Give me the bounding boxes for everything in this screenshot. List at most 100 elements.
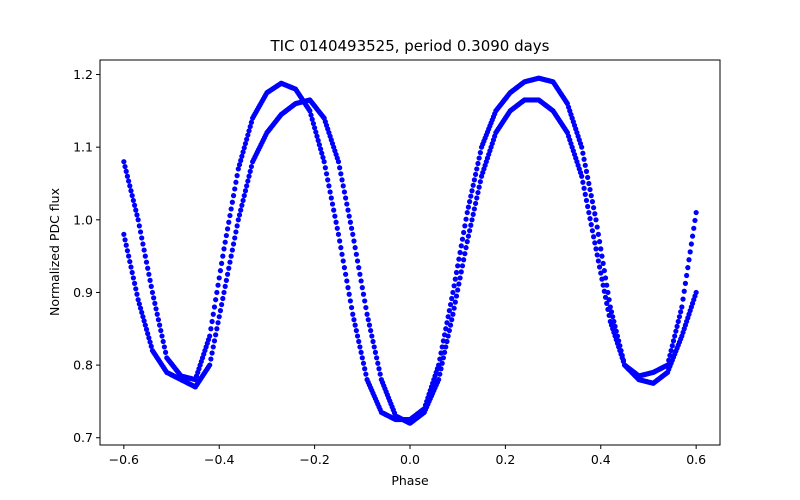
data-point-series-1 <box>314 133 320 139</box>
data-point-series-1 <box>678 309 684 315</box>
data-point-series-1 <box>248 119 255 125</box>
data-point-series-1 <box>233 179 239 185</box>
data-point-series-1 <box>145 265 151 271</box>
data-point-series-1 <box>589 199 596 205</box>
data-point-series-1 <box>362 366 368 372</box>
data-point-series-2 <box>240 197 246 204</box>
data-point-series-1 <box>673 328 679 334</box>
data-point-series-2 <box>477 179 483 185</box>
data-point-series-2 <box>222 283 228 289</box>
data-point-series-1 <box>354 333 361 339</box>
x-tick-label: −0.6 <box>109 452 139 467</box>
data-point-series-2 <box>438 366 444 372</box>
data-point-series-2 <box>601 288 607 294</box>
data-point-series-2 <box>360 291 367 297</box>
data-point-series-2 <box>338 171 344 177</box>
data-point-series-1 <box>477 150 483 156</box>
data-point-series-1 <box>592 211 598 217</box>
data-point-series-2 <box>210 344 216 350</box>
data-point-series-1 <box>221 246 227 252</box>
data-point-series-2 <box>591 234 597 240</box>
data-point-series-2 <box>372 349 379 355</box>
data-point-series-2 <box>594 252 600 258</box>
data-point-series-2 <box>596 264 603 270</box>
data-point-series-1 <box>346 291 352 297</box>
data-point-series-1 <box>475 160 481 167</box>
data-point-series-2 <box>137 305 144 311</box>
data-point-series-1 <box>131 202 138 208</box>
data-point-series-2 <box>228 253 234 259</box>
data-point-series-1 <box>317 146 324 152</box>
data-point-series-1 <box>123 168 129 174</box>
data-point-series-2 <box>446 327 452 334</box>
data-point-series-2 <box>337 165 343 171</box>
data-point-series-1 <box>244 136 250 142</box>
data-point-series-2 <box>135 297 141 303</box>
y-axis-label: Normalized PDC flux <box>47 188 62 316</box>
data-point-series-1 <box>470 182 476 188</box>
data-point-series-1 <box>457 249 463 256</box>
data-point-series-1 <box>217 268 224 274</box>
data-point-series-1 <box>681 288 687 294</box>
data-point-series-1 <box>210 311 216 317</box>
y-tick-label: 0.7 <box>73 430 93 445</box>
data-point-series-2 <box>344 201 350 207</box>
data-point-series-2 <box>230 241 237 247</box>
data-point-series-1 <box>334 225 340 231</box>
data-point-series-1 <box>675 318 681 325</box>
data-point-series-1 <box>122 163 128 170</box>
data-point-series-1 <box>445 314 451 320</box>
data-point-series-2 <box>583 197 590 204</box>
data-point-series-1 <box>213 297 219 303</box>
data-point-series-1 <box>447 301 454 308</box>
data-point-series-1 <box>326 183 332 189</box>
data-point-series-1 <box>139 235 145 241</box>
data-point-series-1 <box>580 150 586 156</box>
data-point-series-2 <box>356 265 362 271</box>
data-point-series-2 <box>370 338 376 345</box>
data-point-series-1 <box>308 112 314 118</box>
data-point-series-1 <box>234 173 240 179</box>
data-point-series-1 <box>339 251 345 257</box>
data-point-series-1 <box>161 344 167 350</box>
data-point-series-1 <box>363 371 369 377</box>
data-point-series-2 <box>343 195 349 201</box>
data-point-series-2 <box>436 377 442 383</box>
data-point-series-1 <box>219 260 225 266</box>
data-point-series-2 <box>606 312 612 319</box>
data-point-series-1 <box>461 229 467 236</box>
data-point-series-2 <box>136 301 142 307</box>
data-point-series-1 <box>588 193 594 199</box>
data-point-series-2 <box>444 338 450 345</box>
data-point-series-1 <box>162 349 169 355</box>
data-point-series-2 <box>128 264 134 270</box>
data-point-series-2 <box>348 225 355 231</box>
data-point-series-2 <box>368 327 374 334</box>
data-point-series-1 <box>469 188 475 194</box>
data-point-series-1 <box>134 212 140 218</box>
data-point-series-1 <box>359 355 365 361</box>
data-point-series-2 <box>463 245 469 251</box>
data-point-series-1 <box>158 327 164 334</box>
data-point-series-1 <box>352 322 358 328</box>
data-point-series-1 <box>587 186 593 193</box>
data-point-series-1 <box>312 125 318 131</box>
data-point-series-1 <box>148 283 154 289</box>
data-point-series-2 <box>459 263 466 269</box>
data-point-series-2 <box>146 335 152 341</box>
data-point-series-1 <box>121 159 127 165</box>
data-point-series-2 <box>376 366 382 372</box>
data-point-series-2 <box>363 304 369 311</box>
data-point-series-2 <box>602 294 609 300</box>
data-point-series-1 <box>338 245 344 251</box>
data-point-series-2 <box>351 238 357 244</box>
data-point-series-1 <box>468 193 474 199</box>
data-point-series-1 <box>452 276 458 282</box>
data-point-series-1 <box>157 322 163 328</box>
data-point-series-1 <box>223 232 229 239</box>
y-tick-label: 0.9 <box>73 285 93 300</box>
data-point-series-1 <box>680 296 686 302</box>
data-point-series-1 <box>668 347 674 354</box>
data-point-series-1 <box>328 195 334 201</box>
